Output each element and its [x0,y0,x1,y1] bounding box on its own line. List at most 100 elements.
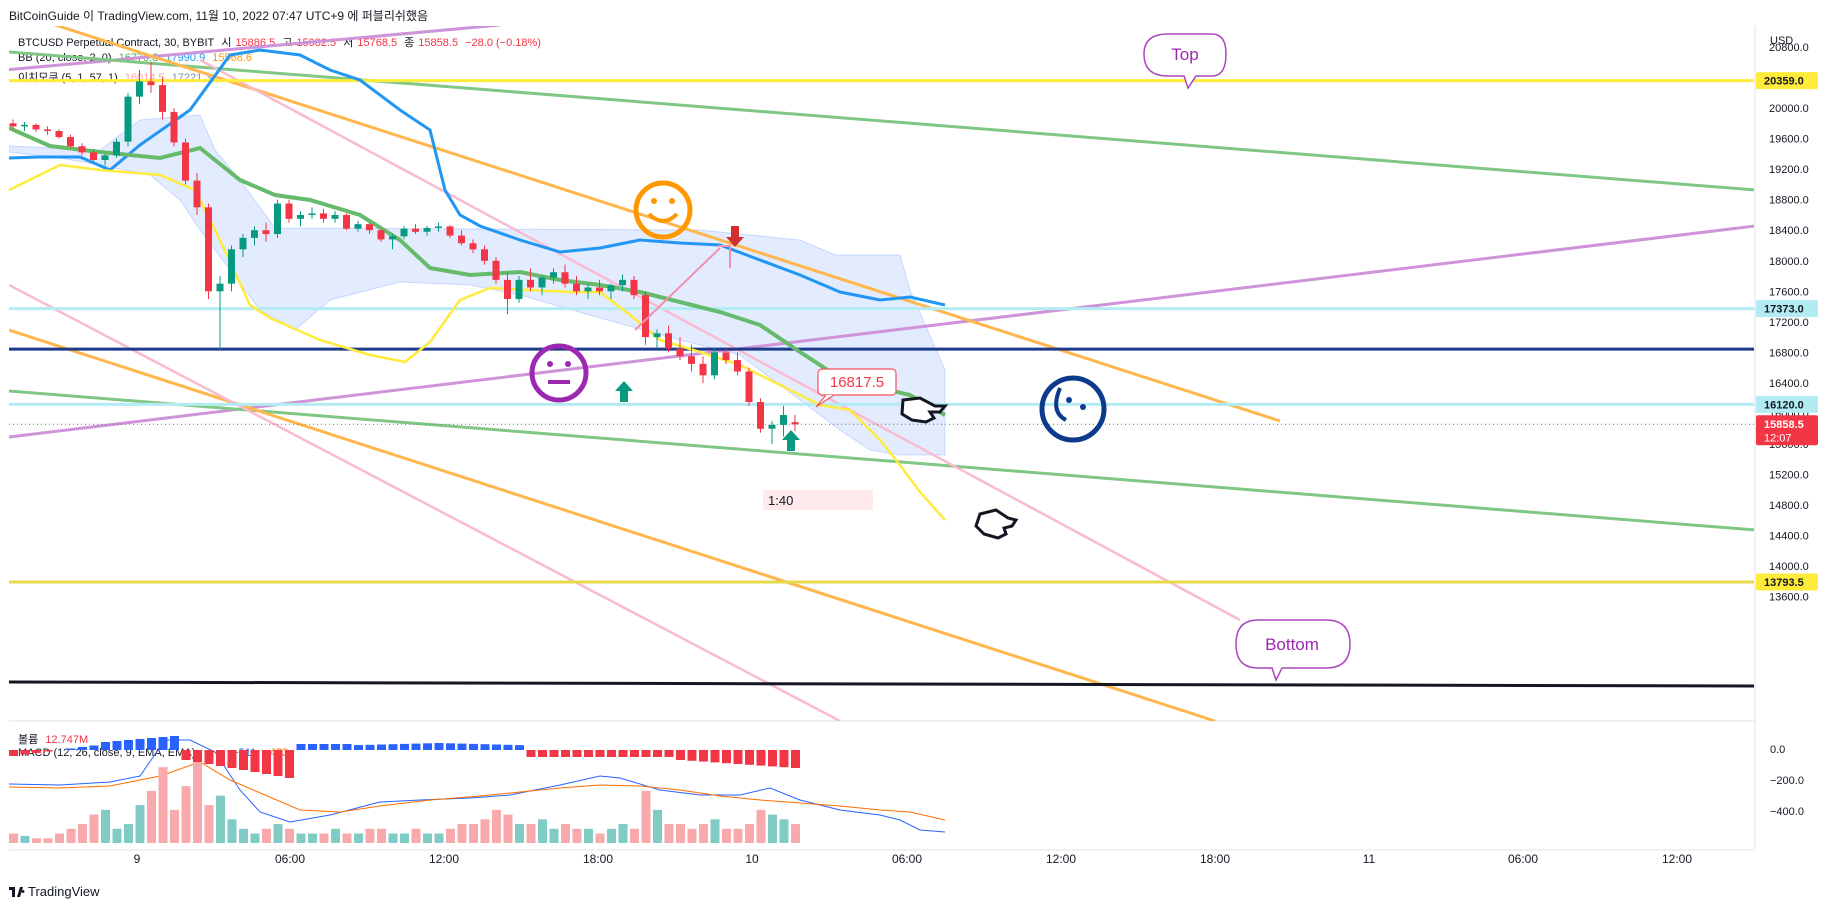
volume-bar [193,753,202,843]
candle-body [159,85,166,112]
price-tag [1756,300,1818,318]
volume-bar [503,814,513,843]
candle-body [699,363,707,376]
tradingview-logo-icon [9,887,25,897]
volume-value: 12.747M [45,734,89,746]
candle-body [78,146,86,153]
volume-bar [756,809,766,843]
volume-bar [55,833,64,843]
price-tick-label: 17600.0 [1769,286,1809,298]
volume-bar [388,833,398,843]
orange-trendline-lower [9,328,1216,721]
macd-histogram-bar [710,750,720,763]
volume-legend[interactable]: 볼륨 12.747M [18,731,92,747]
candle-body [285,203,293,219]
volume-bar [584,828,593,843]
candle-body [665,333,672,349]
candle-body [768,424,776,429]
price-tick-label: 15200.0 [1769,470,1809,482]
volume-bar [411,828,421,843]
candle-body [377,230,385,240]
tradingview-footer[interactable]: TradingView [9,884,100,899]
price-tag-value: 17373.0 [1764,304,1804,316]
candle-body [228,249,235,284]
volume-bar [630,828,639,843]
macd-tick-label: −400.0 [1770,806,1804,818]
macd-histogram-bar [745,750,754,765]
price-tick-label: 18000.0 [1769,256,1809,268]
volume-bar [595,833,605,843]
time-tick-label: 06:00 [275,852,305,866]
change-value: −28.0 (−0.18%) [465,37,541,49]
up-arrow-icon-2 [782,430,800,451]
candle-body [170,111,178,143]
macd-histogram-bar [434,743,444,750]
price-tick-label: 19200.0 [1769,164,1809,176]
volume-bar [480,819,490,843]
volume-bar [9,833,18,843]
volume-bar [273,824,283,843]
macd-histogram-bar [480,744,490,750]
candle-body [21,124,28,127]
macd-histogram-bar [618,750,628,757]
volume-bar [457,824,467,843]
orange-trendline-upper [53,26,1281,423]
volume-bar [618,824,628,843]
macd-histogram-bar [9,750,18,756]
price-tick-label: 20000.0 [1769,103,1809,115]
price-tag [1756,415,1818,446]
candle-body [619,279,626,286]
up-arrow-icon [615,381,633,402]
candle-body [274,203,281,235]
macd-histogram-bar [331,744,340,750]
candle-body [504,279,511,299]
candle-body [343,214,350,229]
macd-histogram-bar [135,739,145,750]
time-tick-label: 12:00 [1662,852,1692,866]
price-tick-label: 13600.0 [1769,592,1809,604]
bottom-callout[interactable]: Bottom [1235,619,1351,682]
top-callout-text: Top [1171,45,1198,64]
price-tick-label: 16800.0 [1769,347,1809,359]
candle-body [688,356,695,364]
macd-histogram-bar [446,743,455,750]
macd-histogram-bar [641,750,651,757]
volume-bar [607,828,616,843]
price-tick-label: 14800.0 [1769,500,1809,512]
macd-histogram-bar [538,750,547,757]
volume-bar [791,824,800,843]
timer-label: 1:40 [768,493,793,508]
candle-body [412,228,419,232]
candle-body [492,260,500,280]
macd-histogram-bar [722,750,731,764]
macd-histogram-bar [273,750,283,776]
price-tag-value: 15858.5 [1764,419,1804,431]
candle-body [642,295,649,338]
macd-histogram-bar [239,750,248,770]
top-callout[interactable]: Top [1143,33,1227,90]
publisher-header: BitCoinGuide 이 TradingView.com, 11월 10, … [9,9,428,23]
macd-histogram-bar [112,741,122,750]
price-tick-label: 20800.0 [1769,42,1809,54]
candle-body [711,352,718,376]
candle-body [435,226,442,228]
candle-body [389,236,396,240]
volume-bar [354,833,363,843]
price-tick-label: 14400.0 [1769,531,1809,543]
time-tick-label: 06:00 [892,852,922,866]
volume-bar [561,824,570,843]
price-callout[interactable]: 16817.5 [815,368,897,408]
volume-bar [687,828,697,843]
macd-histogram-bar [457,743,467,750]
low-value: 15768.5 [357,37,398,49]
macd-histogram-bar [101,742,110,750]
symbol-title: BTCUSD Perpetual Contract, 30, BYBIT [18,37,215,49]
time-tick-label: 18:00 [583,852,613,866]
pink-trendline-upper [199,58,1241,622]
volume-bar [89,814,99,843]
volume-bar [135,805,145,843]
candle-body [400,228,408,237]
candle-body [124,96,132,142]
blue-line [9,48,946,307]
